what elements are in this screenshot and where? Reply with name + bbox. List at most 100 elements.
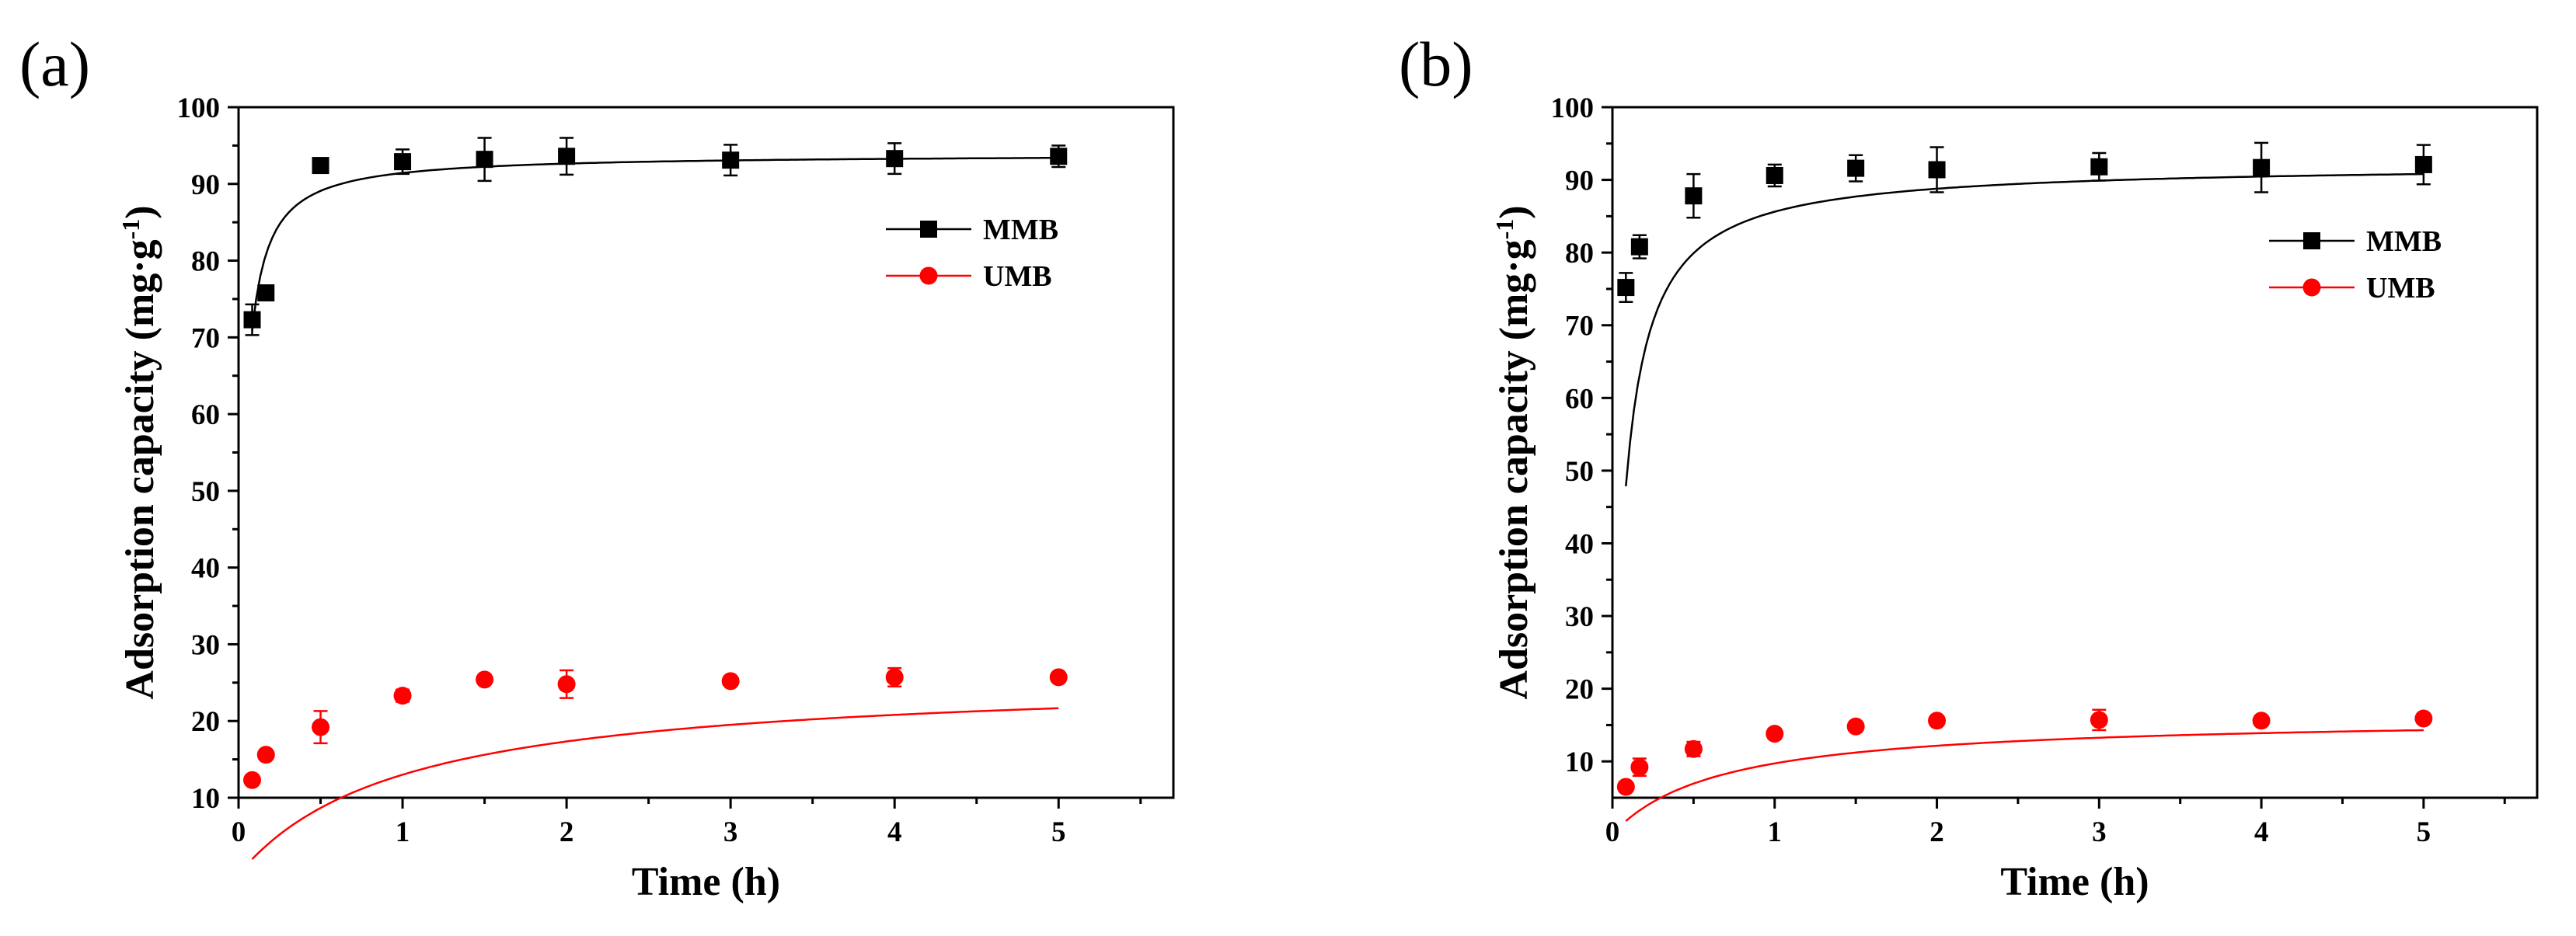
data-point-mmb <box>1928 161 1946 179</box>
chart-panel-a: (a) 0 1 2 3 4 5 10 20 30 40 50 60 70 80 90 100 Time (h) Ad… <box>19 29 1175 904</box>
data-point-umb <box>885 668 904 687</box>
y-tick-label: 20 <box>1565 674 1594 706</box>
data-point-mmb <box>312 157 329 175</box>
legend-label: MMB <box>2366 225 2442 258</box>
y-tick-label: 80 <box>1565 238 1594 270</box>
fit-curve-mmb <box>251 156 1059 332</box>
x-tick-label: 4 <box>887 816 902 848</box>
data-point-mmb <box>2090 158 2108 176</box>
legend-label: MMB <box>983 214 1058 246</box>
series-umb <box>1616 708 2433 822</box>
plot-frame <box>237 106 1175 799</box>
y-axis-title-text: Adsorption capacity (mg·g <box>1492 239 1536 699</box>
y-axis-title: Adsorption capacity (mg·g-1) <box>117 205 162 699</box>
y-tick-label: 60 <box>1565 383 1594 415</box>
y-tick-label: 90 <box>191 169 220 201</box>
x-tick-label: 0 <box>1605 816 1620 848</box>
data-point-umb <box>1616 778 1635 796</box>
data-point-mmb <box>2414 155 2432 173</box>
chart-panel-b: (b) 0 1 2 3 4 5 10 20 30 40 50 60 70 80 90 100 Time (h) Ad… <box>1399 29 2539 904</box>
x-tick-label: 5 <box>2417 816 2431 848</box>
data-point-umb <box>312 718 330 736</box>
y-tick-label: 10 <box>1565 746 1594 778</box>
y-axis-title-close: ) <box>118 205 162 218</box>
data-point-mmb <box>1847 159 1865 177</box>
fit-curve-umb <box>1625 729 2424 822</box>
legend-marker <box>2302 278 2321 297</box>
data-point-umb <box>1630 758 1649 777</box>
x-axis-title: Time (h) <box>2000 860 2149 904</box>
data-point-umb <box>1684 739 1703 758</box>
legend-item-umb: UMB <box>886 260 1052 293</box>
panel-label: (b) <box>1399 29 1473 99</box>
series-mmb <box>1617 141 2432 487</box>
y-tick-label: 100 <box>177 92 221 124</box>
x-axis-title: Time (h) <box>632 860 780 904</box>
data-point-umb <box>2090 711 2108 729</box>
x-tick-label: 2 <box>1929 816 1944 848</box>
legend-marker <box>2303 232 2320 249</box>
y-tick-label: 90 <box>1565 165 1594 197</box>
data-point-umb <box>557 675 576 694</box>
x-tick-label: 5 <box>1051 816 1066 848</box>
y-tick-label: 30 <box>1565 601 1594 633</box>
y-tick-label: 30 <box>191 629 220 661</box>
data-point-mmb <box>394 153 412 171</box>
legend-label: UMB <box>2366 272 2435 304</box>
y-axis-title: Adsorption capacity (mg·g-1) <box>1490 205 1536 699</box>
y-tick-label: 50 <box>191 476 220 508</box>
plot-frame <box>1611 106 2539 799</box>
y-axis-title-close: ) <box>1492 205 1536 218</box>
y-tick-label: 20 <box>191 706 220 738</box>
series-mmb <box>243 137 1068 336</box>
data-point-mmb <box>1630 238 1648 256</box>
legend-item-mmb: MMB <box>2269 225 2442 258</box>
data-point-umb <box>1766 725 1784 743</box>
data-point-umb <box>256 746 275 764</box>
fit-curve-mmb <box>1625 172 2424 487</box>
x-tick-label: 3 <box>2092 816 2107 848</box>
y-axis-title-superscript: -1 <box>1490 219 1518 240</box>
y-tick-label: 70 <box>191 322 220 354</box>
y-tick-label: 10 <box>191 783 220 815</box>
y-axis-title-superscript: -1 <box>117 219 145 240</box>
data-point-umb <box>243 771 262 789</box>
legend-item-mmb: MMB <box>886 214 1058 246</box>
fit-curve-umb <box>251 707 1059 860</box>
x-tick-label: 1 <box>396 816 410 848</box>
x-tick-label: 2 <box>559 816 574 848</box>
data-point-mmb <box>243 311 261 329</box>
legend-marker <box>919 266 938 285</box>
data-point-umb <box>2252 712 2271 730</box>
data-point-mmb <box>1685 187 1703 205</box>
data-point-mmb <box>558 148 576 165</box>
data-point-mmb <box>1617 279 1635 297</box>
legend-marker <box>920 221 937 238</box>
data-point-mmb <box>1050 148 1068 165</box>
x-tick-label: 1 <box>1768 816 1783 848</box>
y-tick-label: 40 <box>1565 528 1594 560</box>
y-tick-label: 80 <box>191 246 220 278</box>
data-point-mmb <box>722 151 740 169</box>
data-point-umb <box>1049 668 1068 687</box>
panel-label: (a) <box>19 29 90 99</box>
data-point-mmb <box>476 151 493 169</box>
data-point-umb <box>1928 712 1947 730</box>
data-point-umb <box>721 672 740 691</box>
y-tick-label: 40 <box>191 553 220 585</box>
x-tick-label: 4 <box>2254 816 2269 848</box>
data-point-mmb <box>886 150 904 168</box>
y-tick-label: 60 <box>191 399 220 431</box>
data-point-umb <box>393 687 412 705</box>
y-tick-label: 70 <box>1565 311 1594 343</box>
y-tick-label: 50 <box>1565 456 1594 488</box>
x-tick-label: 0 <box>232 816 246 848</box>
data-point-umb <box>476 670 494 689</box>
y-tick-label: 100 <box>1551 92 1595 124</box>
legend-item-umb: UMB <box>2269 272 2435 304</box>
legend-label: UMB <box>983 260 1052 293</box>
series-umb <box>243 666 1068 860</box>
data-point-mmb <box>2253 158 2271 176</box>
data-point-umb <box>1846 717 1865 736</box>
